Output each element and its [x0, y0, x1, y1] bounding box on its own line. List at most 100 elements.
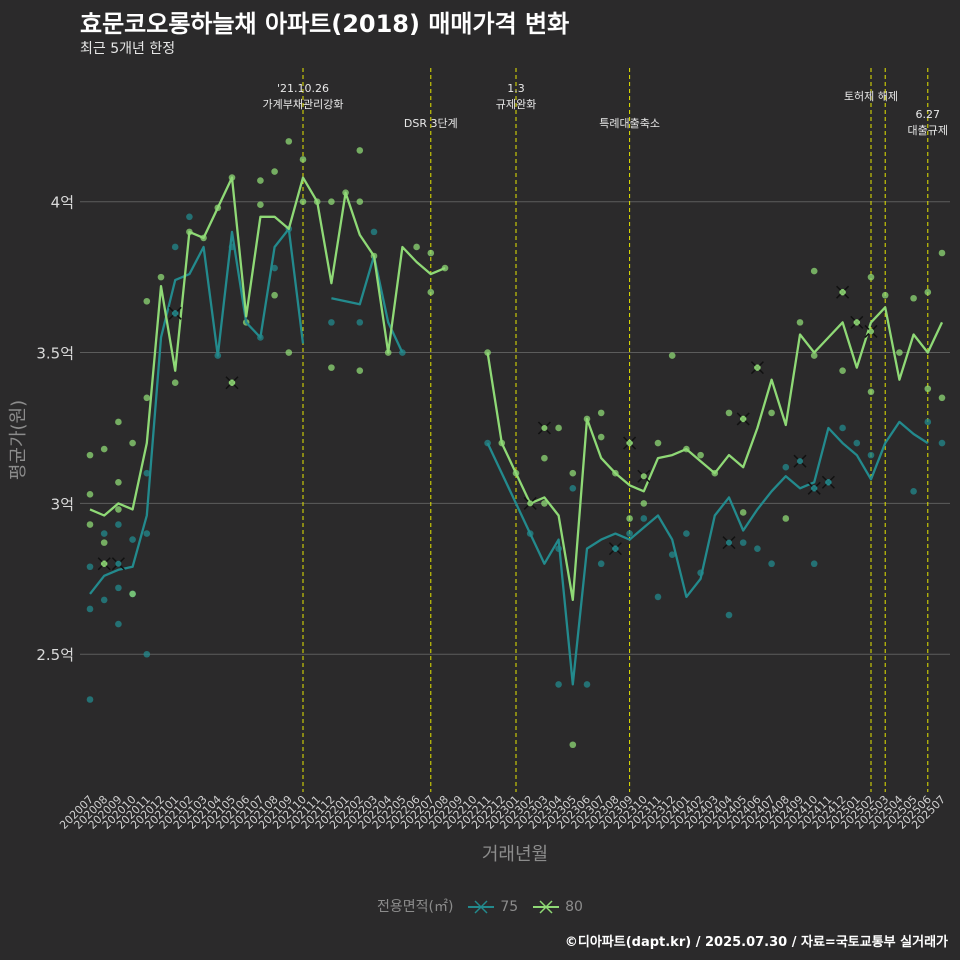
- cross-marker: [722, 536, 736, 550]
- transaction-point: [257, 201, 264, 209]
- transaction-point: [881, 291, 889, 299]
- cross-marker: [537, 421, 551, 435]
- cross-marker: [850, 315, 864, 329]
- transaction-point: [100, 445, 108, 453]
- transaction-point: [541, 454, 548, 462]
- legend-label-75: 75: [500, 899, 519, 915]
- transaction-point: [271, 168, 278, 175]
- cross-marker: [97, 557, 111, 571]
- transaction-point: [668, 551, 676, 558]
- cross-marker: [225, 376, 239, 390]
- transaction-point: [356, 319, 364, 326]
- event-label: 가계부채관리강화: [263, 98, 344, 111]
- transaction-point: [924, 288, 932, 296]
- transaction-point: [697, 451, 704, 459]
- transaction-point: [143, 297, 151, 305]
- cross-marker: [864, 324, 878, 338]
- y-tick-label: 4억: [51, 194, 74, 212]
- transaction-point: [86, 491, 94, 498]
- transaction-point: [100, 539, 108, 546]
- y-tick-label: 3.5억: [36, 345, 74, 363]
- cross-marker: [836, 285, 850, 299]
- transaction-point: [910, 294, 917, 302]
- transaction-point: [129, 439, 136, 447]
- x-axis-labels: 2020072020082020092020102020112020122021…: [57, 793, 948, 832]
- cross-marker: [821, 475, 835, 489]
- cross-marker: [793, 454, 807, 468]
- transaction-point: [370, 228, 378, 236]
- transaction-point: [583, 681, 591, 688]
- transaction-point: [725, 611, 733, 619]
- cross-center: [825, 479, 832, 486]
- y-tick-label: 3억: [51, 495, 74, 513]
- transaction-point: [413, 243, 420, 251]
- event-label: DSR 3단계: [404, 117, 458, 130]
- transaction-point: [569, 485, 577, 492]
- cross-center: [853, 319, 860, 326]
- transaction-point: [328, 198, 335, 206]
- transaction-point: [569, 469, 577, 477]
- transaction-point: [768, 409, 775, 417]
- transaction-point: [143, 530, 151, 537]
- series-line-80: [89, 176, 944, 602]
- series-lines: [89, 176, 944, 686]
- y-tick-label: 2.5억: [36, 646, 74, 664]
- cross-center: [612, 545, 619, 552]
- cross-marker: [523, 496, 537, 510]
- transaction-point: [626, 530, 633, 537]
- transaction-point: [115, 478, 122, 486]
- transaction-point: [754, 545, 761, 552]
- transaction-point: [924, 418, 932, 426]
- transaction-point: [356, 198, 364, 206]
- cross-center: [229, 379, 235, 386]
- cross-center: [811, 485, 818, 492]
- transaction-point: [115, 584, 122, 592]
- transaction-point: [597, 409, 605, 417]
- transaction-point: [683, 530, 690, 537]
- grid-lines: [80, 201, 950, 655]
- cross-marker: [168, 306, 182, 320]
- transaction-point: [938, 394, 946, 402]
- transaction-point: [853, 439, 861, 447]
- cross-center: [868, 328, 874, 335]
- transaction-point: [938, 249, 946, 257]
- cross-center: [740, 415, 747, 422]
- transaction-point: [86, 563, 94, 571]
- cross-marker: [736, 412, 750, 426]
- transaction-point: [597, 560, 605, 568]
- transaction-point: [839, 367, 846, 374]
- transaction-point: [768, 560, 775, 568]
- transaction-point: [299, 156, 307, 163]
- transaction-point: [157, 273, 165, 281]
- chart-subtitle: 최근 5개년 한정: [80, 41, 176, 57]
- transaction-point: [100, 530, 108, 537]
- transaction-point: [115, 620, 122, 628]
- transaction-point: [725, 409, 733, 417]
- transaction-point: [171, 243, 179, 251]
- transaction-point: [171, 379, 179, 387]
- cross-center: [726, 539, 732, 546]
- event-label: 특례대출축소: [599, 117, 660, 130]
- transaction-point: [640, 500, 648, 507]
- cross-marker: [807, 481, 821, 495]
- transaction-point: [569, 741, 577, 749]
- transaction-point: [597, 433, 605, 441]
- cross-marker: [111, 557, 125, 571]
- cross-center: [797, 458, 803, 465]
- cross-center: [541, 424, 548, 431]
- legend-label-80: 80: [565, 899, 583, 915]
- transaction-point: [356, 367, 364, 374]
- transaction-point: [129, 536, 136, 543]
- cross-marker: [623, 436, 637, 450]
- transaction-point: [867, 451, 875, 459]
- cross-center: [101, 560, 108, 567]
- transaction-point: [100, 596, 108, 604]
- transaction-point: [867, 273, 875, 281]
- transaction-point: [910, 488, 917, 495]
- transaction-point: [796, 319, 804, 326]
- transaction-point: [115, 418, 122, 426]
- legend-item-75: 75: [466, 899, 518, 915]
- y-axis-labels: 2.5억 3억 3.5억 4억: [36, 194, 74, 665]
- transaction-point: [626, 515, 633, 522]
- source-caption: ©디아파트(dapt.kr) / 2025.07.30 / 자료=국토교통부 실…: [564, 935, 948, 950]
